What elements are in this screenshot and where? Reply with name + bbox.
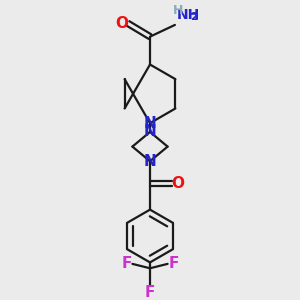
Text: H: H	[173, 4, 184, 17]
Text: NH: NH	[176, 8, 200, 22]
Text: O: O	[171, 176, 184, 191]
Text: N: N	[144, 154, 156, 169]
Text: F: F	[168, 256, 178, 272]
Text: O: O	[115, 16, 128, 31]
Text: N: N	[144, 124, 156, 140]
Text: F: F	[145, 285, 155, 300]
Text: F: F	[122, 256, 132, 272]
Text: 2: 2	[190, 12, 198, 22]
Text: N: N	[144, 116, 156, 130]
